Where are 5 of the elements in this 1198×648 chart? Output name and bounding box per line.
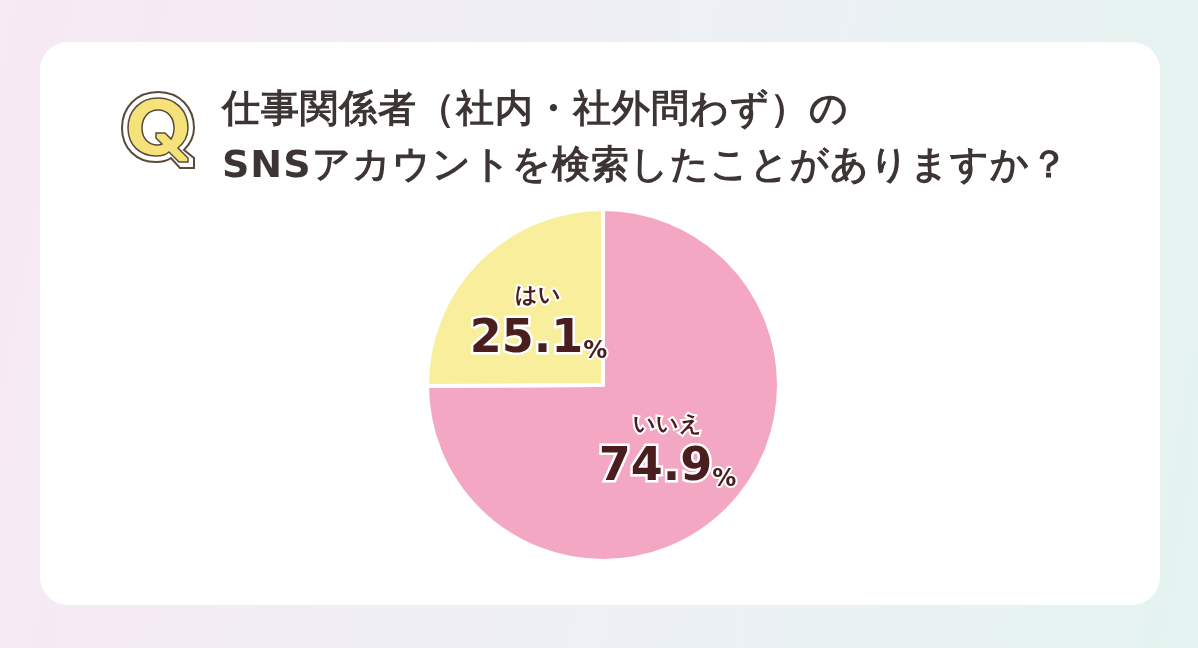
slice-label: いいえ bbox=[633, 410, 703, 436]
slice-label: はい bbox=[515, 282, 562, 308]
data-label: 74.9% bbox=[598, 437, 737, 493]
data-label: 25.1% bbox=[469, 308, 608, 364]
chart-title: 仕事関係者（社内・社外問わず）の SNSアカウントを検索したことがありますか？ bbox=[222, 85, 1069, 188]
